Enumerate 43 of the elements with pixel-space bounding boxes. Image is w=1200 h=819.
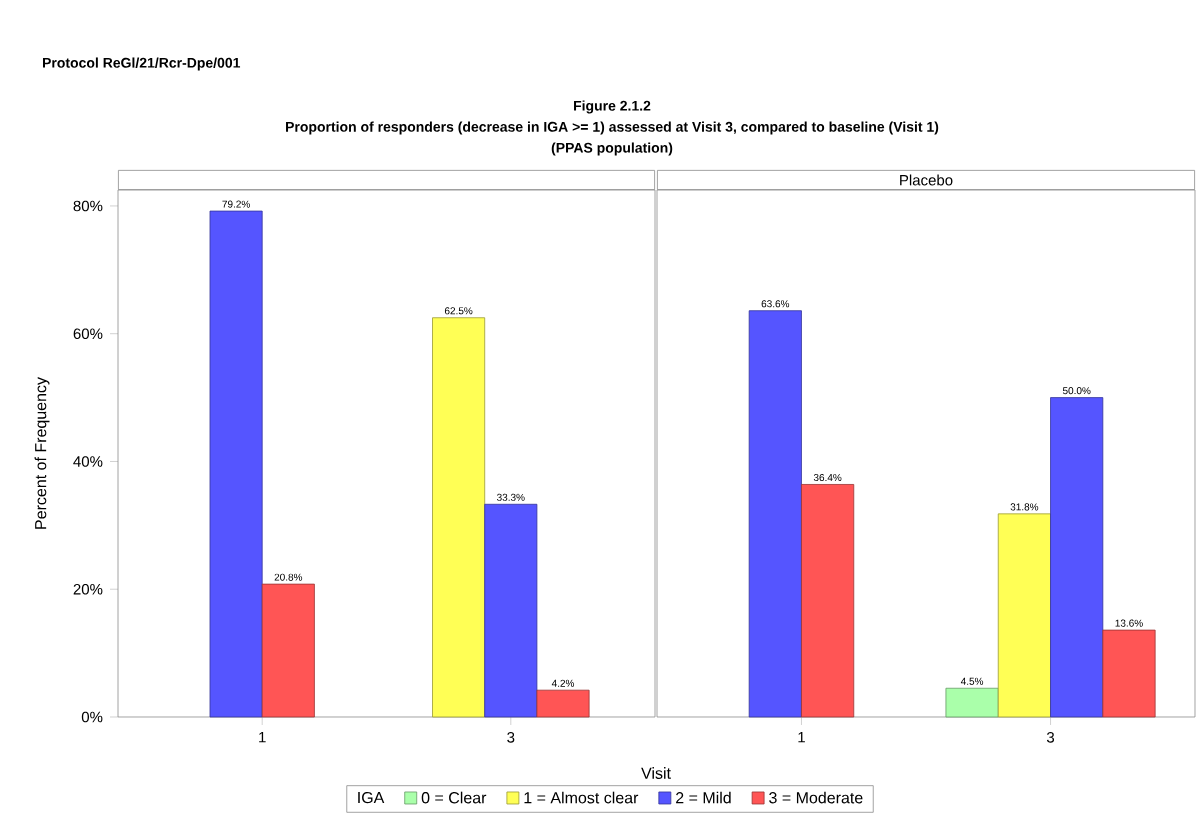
y-tick-label: 80% bbox=[73, 200, 103, 212]
data-label: 50.0% bbox=[1062, 387, 1091, 395]
legend-label: 1 = Almost clear bbox=[524, 791, 639, 804]
data-label: 20.8% bbox=[274, 573, 303, 581]
data-label: 4.2% bbox=[551, 679, 575, 687]
data-label: 36.4% bbox=[813, 473, 842, 482]
y-axis-title: Percent of Frequency bbox=[34, 377, 50, 529]
x-axis-title: Visit bbox=[641, 767, 671, 779]
data-label: 63.6% bbox=[761, 300, 790, 308]
y-tick-label: 0% bbox=[81, 711, 103, 723]
x-tick-label: 1 bbox=[798, 732, 805, 743]
bar bbox=[801, 484, 855, 718]
bar bbox=[1050, 397, 1104, 718]
data-label: 31.8% bbox=[1010, 503, 1039, 511]
bar bbox=[209, 210, 263, 718]
bar bbox=[432, 317, 486, 718]
x-tick-label: 3 bbox=[507, 732, 515, 743]
chart-title: Placebo bbox=[900, 174, 953, 186]
legend-title: IGA bbox=[358, 791, 385, 804]
data-label: 4.5% bbox=[960, 677, 984, 685]
bar bbox=[484, 503, 538, 718]
bar bbox=[1102, 629, 1156, 718]
y-tick-label: 20% bbox=[73, 583, 103, 595]
data-label: 13.6% bbox=[1115, 619, 1143, 627]
y-tick-label: 60% bbox=[73, 328, 103, 340]
bar bbox=[945, 687, 999, 718]
chart-title: Figure 2.1.2 bbox=[574, 100, 651, 114]
text: (PPAS population) bbox=[551, 142, 673, 156]
chart-subtitle: Proportion of responders (decrease in IGA >= 1) assessed at Visit 3, compared to baseline (Visit 1) bbox=[286, 121, 939, 135]
data-label: 33.3% bbox=[497, 493, 525, 501]
bar bbox=[997, 513, 1051, 718]
bar bbox=[261, 583, 315, 718]
legend-label: 0 = Clear bbox=[421, 791, 487, 804]
data-label: 79.2% bbox=[222, 200, 250, 208]
bar bbox=[748, 310, 802, 718]
bar bbox=[536, 689, 590, 718]
data-label: 62.5% bbox=[444, 307, 473, 315]
text: Protocol ReGl/21/Rcr-Dpe/001 bbox=[42, 57, 241, 71]
x-tick-label: 1 bbox=[259, 732, 266, 743]
x-tick-label: 3 bbox=[1046, 732, 1055, 743]
y-tick-label: 40% bbox=[73, 456, 103, 467]
legend-label: 2 = Mild bbox=[676, 791, 731, 804]
legend-label: 3 = Moderate bbox=[769, 791, 863, 804]
